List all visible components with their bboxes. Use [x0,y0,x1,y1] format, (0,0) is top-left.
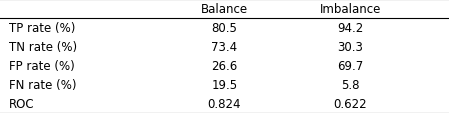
Text: 26.6: 26.6 [211,59,238,72]
Text: 73.4: 73.4 [211,41,238,54]
Text: 19.5: 19.5 [211,78,238,91]
Text: 0.824: 0.824 [208,97,241,110]
Text: 80.5: 80.5 [211,22,238,35]
Text: TP rate (%): TP rate (%) [9,22,75,35]
Text: FN rate (%): FN rate (%) [9,78,76,91]
Text: 5.8: 5.8 [341,78,360,91]
Text: 69.7: 69.7 [337,59,363,72]
Text: 94.2: 94.2 [337,22,363,35]
Text: 30.3: 30.3 [337,41,363,54]
Text: Imbalance: Imbalance [320,3,381,16]
Text: Balance: Balance [201,3,248,16]
Text: FP rate (%): FP rate (%) [9,59,75,72]
Text: ROC: ROC [9,97,35,110]
Text: 0.622: 0.622 [334,97,367,110]
Text: TN rate (%): TN rate (%) [9,41,77,54]
